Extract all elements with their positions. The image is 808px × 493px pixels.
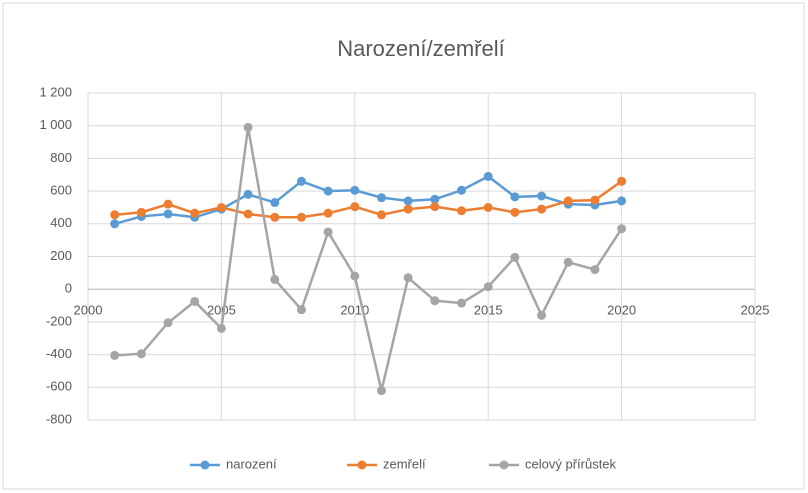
y-tick-label: -600	[46, 379, 72, 394]
data-point	[270, 274, 280, 284]
data-point	[350, 202, 360, 212]
x-tick-label: 2025	[741, 303, 770, 318]
data-point	[403, 273, 413, 283]
data-point	[376, 193, 386, 203]
data-point	[563, 196, 573, 206]
legend-label: narození	[226, 456, 277, 471]
data-point	[270, 198, 280, 208]
data-point	[376, 386, 386, 396]
data-point	[510, 207, 520, 217]
data-point	[190, 208, 200, 218]
x-tick-label: 2020	[607, 303, 636, 318]
y-tick-label: 600	[50, 183, 72, 198]
data-point	[216, 202, 226, 212]
y-tick-label: -800	[46, 411, 72, 426]
legend-label: celový přírůstek	[525, 456, 617, 471]
data-point	[483, 171, 493, 181]
data-point	[323, 227, 333, 237]
data-point	[590, 195, 600, 205]
data-point	[110, 350, 120, 360]
data-point	[110, 210, 120, 220]
data-point	[296, 305, 306, 315]
legend-marker	[200, 460, 210, 470]
data-point	[350, 271, 360, 281]
x-tick-label: 2015	[474, 303, 503, 318]
data-point	[350, 185, 360, 195]
data-point	[323, 208, 333, 218]
y-tick-label: -200	[46, 313, 72, 328]
data-point	[430, 296, 440, 306]
data-point	[296, 176, 306, 186]
chart-title: Narození/zemřelí	[337, 36, 505, 61]
y-tick-label: 800	[50, 150, 72, 165]
legend-label: zemřelí	[383, 456, 426, 471]
data-point	[617, 224, 627, 234]
data-point	[430, 194, 440, 204]
data-point	[163, 209, 173, 219]
data-point	[376, 210, 386, 220]
data-point	[243, 209, 253, 219]
y-tick-label: 0	[65, 281, 72, 296]
data-point	[483, 282, 493, 292]
data-point	[590, 265, 600, 275]
data-point	[323, 186, 333, 196]
x-tick-label: 2005	[207, 303, 236, 318]
x-tick-label: 2000	[74, 303, 103, 318]
data-point	[136, 349, 146, 359]
data-point	[537, 310, 547, 320]
data-point	[296, 212, 306, 222]
data-point	[110, 219, 120, 229]
data-point	[617, 176, 627, 186]
y-tick-label: -400	[46, 346, 72, 361]
data-point	[457, 298, 467, 308]
data-point	[563, 257, 573, 267]
y-tick-label: 400	[50, 215, 72, 230]
y-tick-label: 1 000	[39, 117, 72, 132]
data-point	[430, 202, 440, 212]
data-point	[163, 199, 173, 209]
data-point	[537, 204, 547, 214]
y-tick-label: 200	[50, 248, 72, 263]
data-point	[403, 204, 413, 214]
data-point	[163, 318, 173, 328]
data-point	[270, 212, 280, 222]
legend-marker	[499, 460, 509, 470]
data-point	[403, 196, 413, 206]
data-point	[617, 196, 627, 206]
data-point	[537, 191, 547, 201]
data-point	[243, 189, 253, 199]
data-point	[457, 185, 467, 195]
data-point	[243, 122, 253, 132]
data-point	[483, 202, 493, 212]
y-tick-label: 1 200	[39, 84, 72, 99]
data-point	[510, 192, 520, 202]
data-point	[457, 206, 467, 216]
data-point	[136, 207, 146, 217]
legend-marker	[357, 460, 367, 470]
data-point	[510, 252, 520, 262]
data-point	[190, 296, 200, 306]
data-point	[216, 323, 226, 333]
series-line	[114, 127, 623, 391]
